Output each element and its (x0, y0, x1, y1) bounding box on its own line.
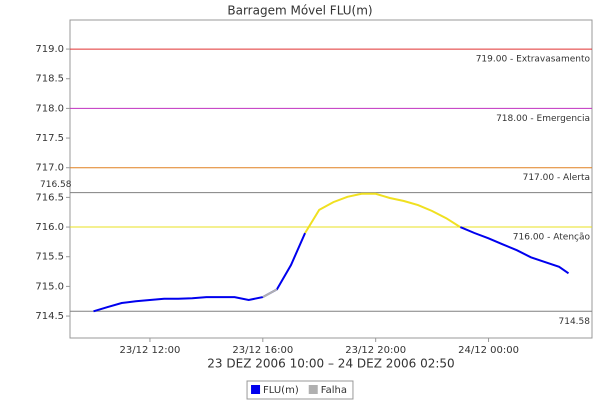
legend-swatch (251, 385, 261, 394)
x-axis-title: 23 DEZ 2006 10:00 – 24 DEZ 2006 02:50 (207, 357, 454, 371)
threshold-label: 716.58 (40, 180, 72, 190)
y-tick-label: 717.0 (35, 163, 64, 174)
legend-label: Falha (321, 385, 347, 396)
y-tick-label: 716.0 (35, 222, 64, 233)
x-tick-label: 24/12 00:00 (458, 345, 519, 356)
legend-swatch (308, 385, 318, 394)
x-tick-label: 23/12 16:00 (232, 345, 293, 356)
y-tick-label: 715.5 (35, 252, 64, 263)
x-tick-label: 23/12 12:00 (120, 345, 181, 356)
legend-box (246, 380, 354, 400)
y-tick-label: 719.0 (35, 44, 64, 55)
y-tick-label: 718.5 (35, 74, 64, 85)
x-tick-label: 23/12 20:00 (345, 345, 406, 356)
series-line (459, 226, 570, 275)
threshold-label: 716.00 - Atenção (513, 233, 591, 243)
threshold-label: 714.58 (559, 317, 591, 327)
series-line (262, 288, 278, 298)
plot-area (69, 19, 593, 339)
y-tick-label: 717.5 (35, 133, 64, 144)
y-tick-label: 714.5 (35, 311, 64, 322)
y-tick-label: 715.0 (35, 281, 64, 292)
chart-title: Barragem Móvel FLU(m) (227, 4, 372, 18)
series-line (304, 192, 461, 234)
threshold-label: 719.00 - Extravasamento (476, 55, 591, 65)
legend: FLU(m) Falha (246, 380, 354, 400)
legend-label: FLU(m) (263, 385, 299, 396)
y-tick-label: 716.5 (35, 192, 64, 203)
threshold-label: 717.00 - Alerta (523, 173, 590, 183)
threshold-label: 718.00 - Emergencia (496, 114, 590, 124)
y-tick-label: 718.0 (35, 103, 64, 114)
